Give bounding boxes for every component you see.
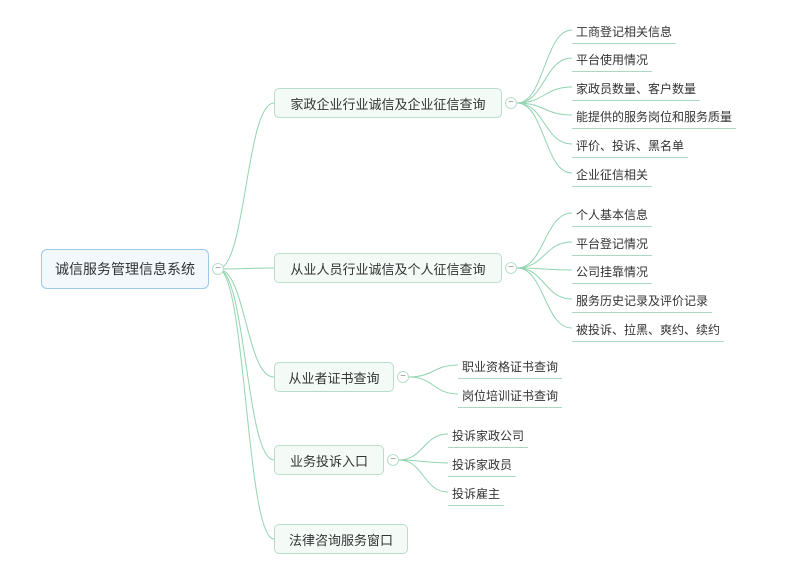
branch-node-b4[interactable]: 业务投诉入口: [274, 445, 384, 475]
leaf-node: 公司挂靠情况: [572, 260, 652, 284]
leaf-node: 服务历史记录及评价记录: [572, 289, 712, 313]
branch-node-b2[interactable]: 从业人员行业诚信及个人征信查询: [274, 253, 502, 283]
leaf-node: 职业资格证书查询: [458, 355, 562, 379]
root-node[interactable]: 诚信服务管理信息系统: [41, 249, 209, 289]
leaf-node: 评价、投诉、黑名单: [572, 134, 688, 158]
leaf-node: 平台登记情况: [572, 232, 652, 256]
leaf-node: 被投诉、拉黑、爽约、续约: [572, 318, 724, 342]
toggle-collapse[interactable]: −: [212, 263, 224, 275]
leaf-node: 投诉家政员: [448, 453, 516, 477]
leaf-node: 家政员数量、客户数量: [572, 77, 700, 101]
branch-node-b3[interactable]: 从业者证书查询: [274, 362, 394, 392]
toggle-collapse[interactable]: −: [397, 371, 409, 383]
branch-node-b1[interactable]: 家政企业行业诚信及企业征信查询: [274, 88, 502, 118]
leaf-node: 能提供的服务岗位和服务质量: [572, 105, 736, 129]
leaf-node: 投诉家政公司: [448, 424, 528, 448]
leaf-node: 投诉雇主: [448, 482, 504, 506]
leaf-node: 平台使用情况: [572, 48, 652, 72]
toggle-collapse[interactable]: −: [505, 97, 517, 109]
toggle-collapse[interactable]: −: [505, 262, 517, 274]
leaf-node: 个人基本信息: [572, 203, 652, 227]
branch-node-b5[interactable]: 法律咨询服务窗口: [274, 524, 408, 554]
leaf-node: 岗位培训证书查询: [458, 384, 562, 408]
toggle-collapse[interactable]: −: [387, 454, 399, 466]
leaf-node: 企业征信相关: [572, 163, 652, 187]
leaf-node: 工商登记相关信息: [572, 20, 676, 44]
